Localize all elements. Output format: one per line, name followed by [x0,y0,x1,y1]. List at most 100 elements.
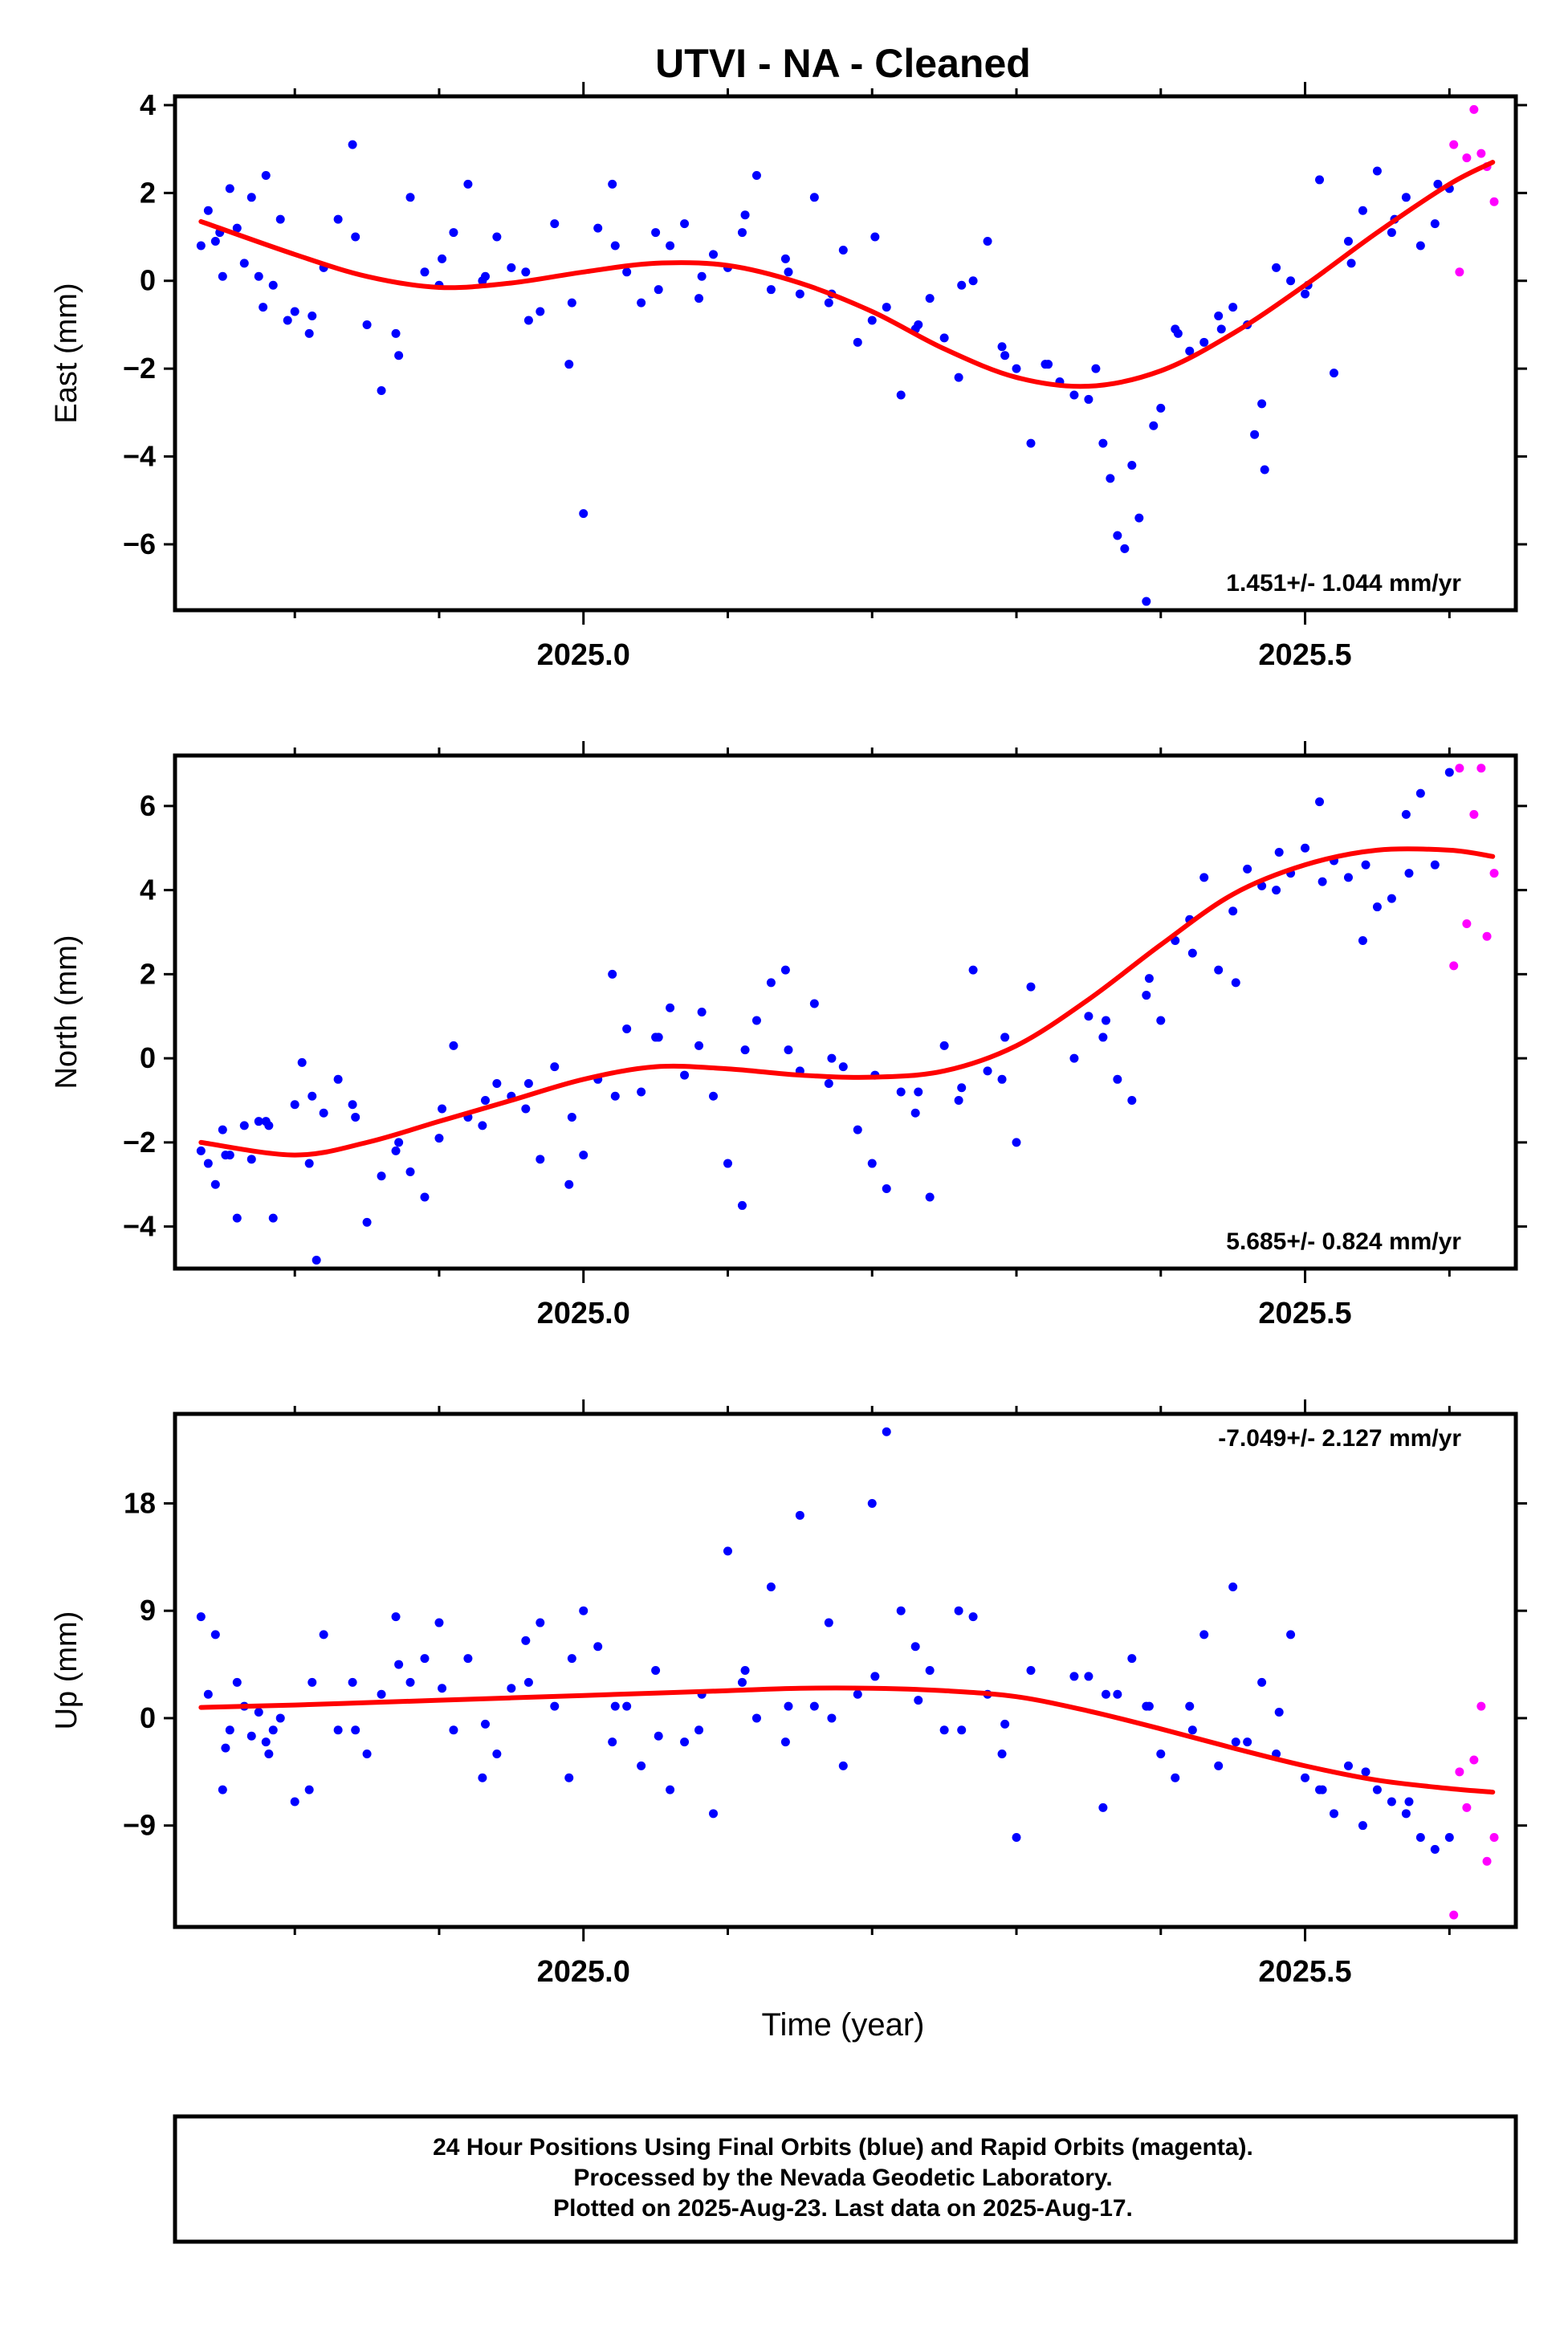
final-orbit-point [608,969,617,979]
final-orbit-point [420,267,430,277]
x-axis-label: Time (year) [762,2007,925,2043]
final-orbit-point [1000,1033,1010,1042]
final-orbit-point [1026,438,1036,448]
final-orbit-point [939,1041,949,1050]
final-orbit-point [254,1708,263,1717]
final-orbit-point [203,206,213,215]
final-orbit-point [751,1713,761,1723]
final-orbit-point [351,1112,360,1122]
final-orbit-point [1415,1833,1425,1843]
final-orbit-point [723,1546,732,1556]
final-orbit-point [1228,303,1238,312]
final-orbit-point [362,320,372,329]
final-orbit-point [1260,465,1269,475]
final-orbit-point [697,1008,707,1016]
y-tick-label: 0 [140,1041,156,1074]
final-orbit-point [824,1618,833,1627]
final-orbit-point [997,1750,1007,1759]
final-orbit-point [914,320,923,329]
final-orbit-point [567,1654,576,1664]
final-orbit-point [304,1159,314,1168]
final-orbit-point [1228,1582,1238,1591]
final-orbit-point [268,1213,278,1223]
y-tick-label: 0 [140,264,156,297]
final-orbit-point [1430,219,1440,229]
final-orbit-point [1026,982,1036,992]
final-orbit-point [637,298,646,308]
final-orbit-point [550,1701,560,1711]
rapid-orbit-point [1455,764,1464,773]
final-orbit-point [232,1213,242,1223]
final-orbit-point [968,276,978,286]
final-orbit-point [1272,886,1281,895]
final-orbit-point [196,1146,206,1155]
final-orbit-point [1120,544,1130,553]
final-orbit-point [304,328,314,338]
plot-frame [173,753,1518,1271]
rate-label: 1.451+/- 1.044 mm/yr [1226,570,1461,597]
final-orbit-point [1113,1689,1122,1699]
x-tick-label: 2025.5 [1258,638,1351,672]
final-orbit-point [1343,237,1353,246]
final-orbit-point [795,289,804,299]
final-orbit-point [312,1256,321,1265]
final-orbit-point [1069,390,1079,400]
final-orbit-point [196,1612,206,1622]
final-orbit-point [637,1761,646,1770]
x-tick-label: 2025.5 [1258,1297,1351,1330]
final-orbit-point [1401,809,1411,819]
final-orbit-point [333,1725,343,1735]
final-orbit-point [239,1121,249,1130]
final-orbit-point [351,232,360,242]
final-orbit-point [1187,1725,1197,1735]
north-panel: −4 −2 0 2 4 6 2025.0 2025.5 North (mm) 5.685+/- 0… [50,741,1527,1330]
footer-box [173,2114,1518,2244]
final-orbit-point [882,303,891,312]
final-orbit-point [420,1192,430,1202]
final-orbit-point [221,1743,230,1753]
y-tick-label: −6 [123,528,156,560]
final-orbit-point [521,267,531,277]
final-orbit-point [784,1701,793,1711]
final-orbit-point [1098,438,1108,448]
y-tick-label: 4 [140,874,156,906]
final-orbit-point [1231,1737,1240,1747]
final-orbit-point [1444,1833,1454,1843]
final-orbit-point [1430,1844,1440,1854]
final-orbit-point [1231,978,1240,988]
final-orbit-point [550,1062,560,1072]
final-orbit-point [434,1134,444,1143]
final-orbit-point [1127,1654,1137,1664]
final-orbit-point [210,1179,220,1189]
y-tick-label: −4 [123,1210,156,1243]
final-orbit-point [239,259,249,268]
final-orbit-point [536,307,545,316]
final-orbit-point [740,1045,750,1055]
final-orbit-point [957,1725,967,1735]
x-tick-label: 2025.0 [537,638,630,672]
final-orbit-point [740,1666,750,1675]
final-orbit-point [1433,179,1443,189]
final-orbit-point [997,1074,1007,1084]
final-orbit-point [1329,369,1338,378]
final-orbit-point [925,294,935,303]
final-orbit-point [290,1797,299,1807]
final-orbit-point [1444,768,1454,777]
y-tick-label: −2 [123,352,156,385]
final-orbit-point [1216,324,1226,334]
rapid-orbit-point [1462,153,1472,163]
rapid-orbit-point [1449,140,1459,149]
data-layer [196,1427,1499,1920]
final-orbit-point [680,219,690,229]
final-orbit-point [221,1151,230,1160]
final-orbit-point [780,965,790,975]
final-orbit-point [997,342,1007,352]
final-orbit-point [751,170,761,180]
final-orbit-point [593,1642,603,1652]
final-orbit-point [523,316,533,325]
final-orbit-point [1012,1833,1021,1843]
final-orbit-point [870,232,880,242]
final-orbit-point [394,1660,404,1669]
final-orbit-point [521,1635,531,1645]
